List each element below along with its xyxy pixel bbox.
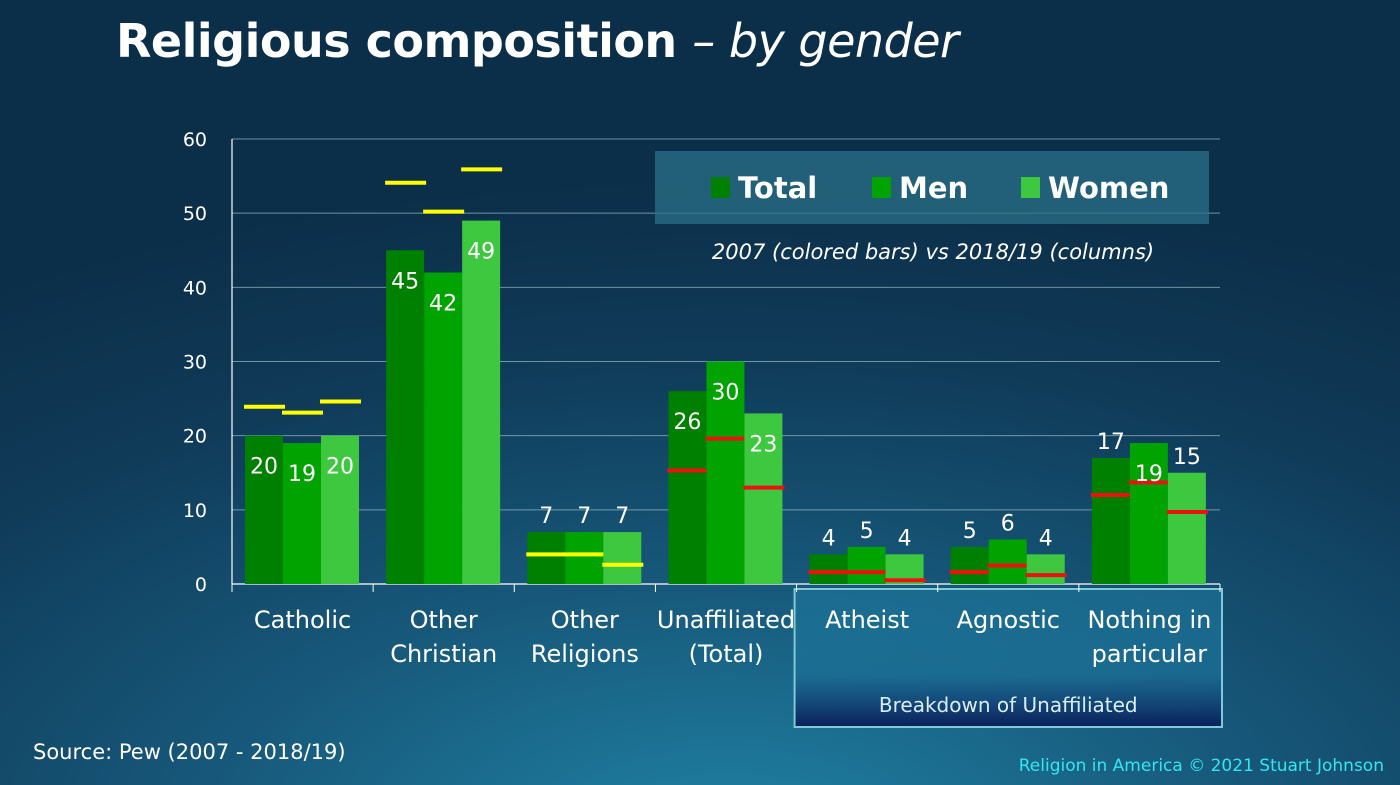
data-label-men: 7 [577,504,591,529]
bar-women [603,532,642,584]
x-category-label: (Total) [689,640,764,668]
title-subtitle: – by gender [692,14,959,68]
bar-women [1026,554,1065,584]
bar-men [988,539,1027,584]
copyright-note: Religion in America © 2021 Stuart Johnso… [1018,756,1384,776]
breakdown-panel [793,588,1223,728]
data-label-total: 7 [539,504,553,529]
x-category-label: Atheist [825,606,909,634]
y-tick-label: 0 [195,574,207,596]
data-label-women: 23 [749,432,777,457]
y-tick-label: 20 [183,426,207,448]
data-label-men: 6 [1001,512,1015,537]
bar-men [424,272,463,584]
bar-men [1129,443,1168,584]
title-main: Religious composition [116,14,677,68]
y-tick-label: 50 [183,203,207,225]
y-tick-label: 40 [183,277,207,299]
legend-swatch-women [1021,177,1040,198]
x-category-label: particular [1092,640,1208,668]
x-category-label: Religions [531,640,639,668]
bar-total [950,546,989,584]
legend-label-men: Men [899,171,968,205]
x-category-label: Other [410,606,478,634]
bar-men [847,546,886,584]
bar-men [283,443,321,584]
comparison-note: 2007 (colored bars) vs 2018/19 (columns) [712,240,1154,264]
data-label-women: 20 [326,455,354,480]
y-tick-label: 30 [183,352,207,374]
data-label-total: 20 [250,455,278,480]
bar-men [565,532,604,584]
bar-total [668,391,707,584]
data-label-total: 5 [963,519,977,544]
bar-women [744,413,783,584]
data-label-men: 19 [288,462,316,487]
data-label-women: 4 [898,526,912,551]
legend-swatch-men [872,177,891,198]
legend-box [655,151,1209,224]
bar-men [706,361,745,584]
data-label-men: 30 [711,381,739,406]
bar-total [245,435,283,584]
breakdown-label: Breakdown of Unaffiliated [879,693,1138,717]
data-label-total: 17 [1097,430,1125,455]
data-label-total: 4 [822,526,836,551]
bar-total [527,532,566,584]
data-label-total: 45 [391,269,419,294]
data-label-women: 49 [467,240,495,265]
legend-label-women: Women [1048,171,1169,205]
data-label-men: 19 [1135,462,1163,487]
x-category-label: Other [551,606,619,634]
data-label-total: 26 [673,410,701,435]
data-label-men: 5 [860,519,874,544]
legend-swatch-total [711,177,730,198]
bar-total [386,250,425,584]
y-tick-label: 60 [183,129,207,151]
bar-total [809,554,848,584]
source-note: Source: Pew (2007 - 2018/19) [33,740,346,764]
bar-total [1091,457,1130,584]
legend-label-total: Total [738,171,817,205]
bar-women [1167,472,1206,584]
x-category-label: Unaffiliated [657,606,795,634]
x-category-label: Agnostic [957,606,1060,634]
chart-title: Religious composition – by gender [116,14,959,68]
data-label-men: 42 [429,292,457,317]
bar-women [321,435,359,584]
x-category-label: Christian [390,640,497,668]
data-label-women: 4 [1039,526,1053,551]
y-tick-label: 10 [183,500,207,522]
bar-women [462,220,501,585]
data-label-women: 7 [615,504,629,529]
data-label-women: 15 [1173,445,1201,470]
x-category-label: Nothing in [1087,606,1211,634]
x-category-label: Catholic [254,606,351,634]
